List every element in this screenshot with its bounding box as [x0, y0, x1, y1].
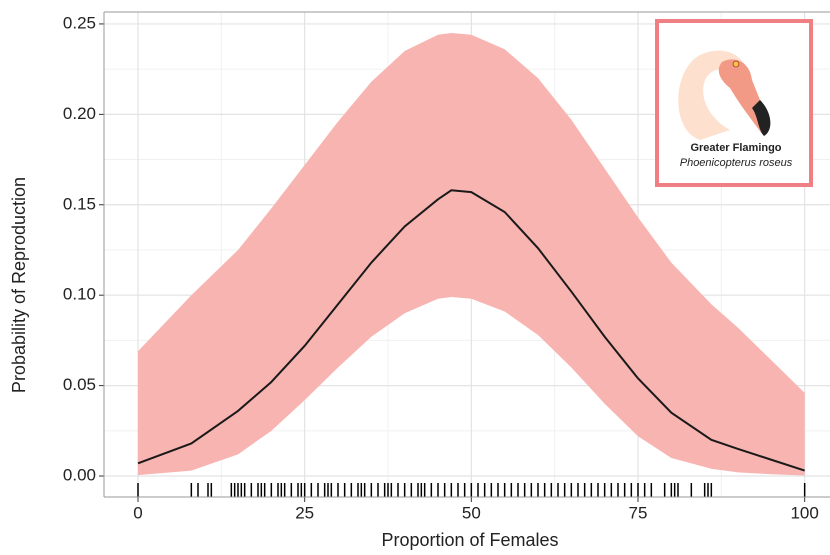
x-axis-title: Proportion of Females [381, 530, 558, 550]
common-name: Greater Flamingo [690, 142, 781, 154]
x-tick-label: 50 [462, 503, 481, 522]
species-inset: Greater Flamingo Phoenicopterus roseus [655, 19, 813, 187]
y-tick-label: 0.25 [63, 13, 96, 32]
confidence-ribbon [138, 32, 805, 476]
flamingo-head [718, 59, 768, 134]
fit-line [137, 189, 805, 472]
flamingo-beak [752, 100, 771, 136]
x-tick-label: 75 [629, 503, 648, 522]
y-tick-label: 0.00 [63, 466, 96, 485]
latin-name: Phoenicopterus roseus [680, 157, 793, 169]
x-tick-label: 0 [133, 503, 142, 522]
y-axis-title: Probability of Reproduction [9, 177, 29, 393]
x-tick-label: 100 [790, 503, 818, 522]
flamingo-eye [732, 60, 740, 68]
y-tick-label: 0.10 [63, 285, 96, 304]
y-tick-label: 0.05 [63, 375, 96, 394]
x-tick-label: 25 [295, 503, 314, 522]
y-tick-label: 0.15 [63, 194, 96, 213]
y-tick-label: 0.20 [63, 104, 96, 123]
